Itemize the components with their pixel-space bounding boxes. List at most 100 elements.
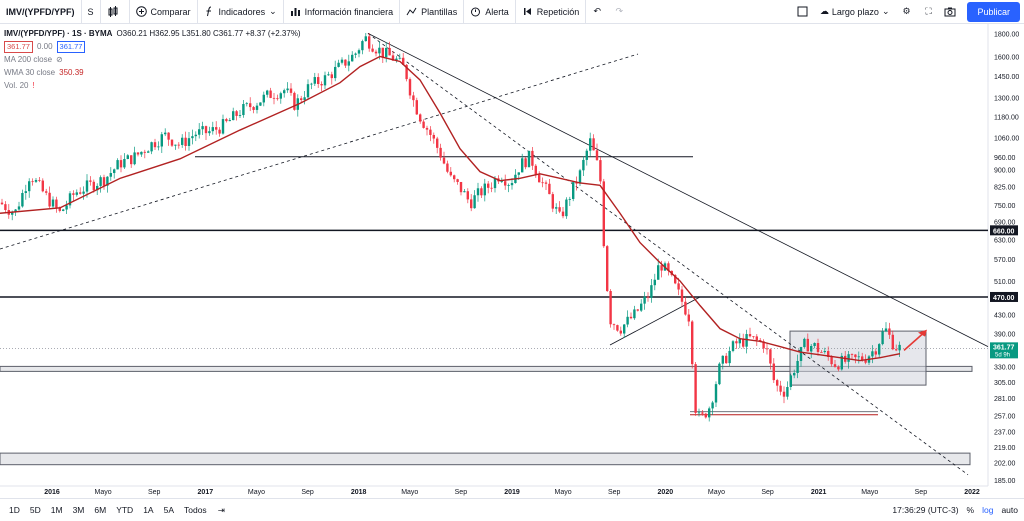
time-tick-label: Sep xyxy=(915,489,928,496)
publish-button[interactable]: Publicar xyxy=(967,1,1020,22)
candle-body xyxy=(310,83,313,85)
range-button-1d[interactable]: 1D xyxy=(9,505,20,515)
candle-body xyxy=(667,263,670,271)
symbol-search[interactable]: IMV/(YPFD/YPF) xyxy=(0,0,82,24)
bottom-right: 17:36:29 (UTC-3) % log auto xyxy=(892,505,1024,515)
top-toolbar: IMV/(YPFD/YPF) S Comparar Indicadores ⌄ … xyxy=(0,0,1024,24)
camera-icon[interactable] xyxy=(939,0,961,24)
candle-body xyxy=(187,138,191,146)
candle-body xyxy=(602,181,605,247)
candle-body xyxy=(840,355,843,370)
candle-body xyxy=(721,355,724,364)
undo-icon[interactable]: ↶ xyxy=(593,6,602,16)
candle-body xyxy=(398,57,401,59)
legend-ma200[interactable]: MA 200 close ⊘ xyxy=(4,55,63,64)
candle-body xyxy=(599,160,602,182)
candle-body xyxy=(79,192,82,194)
time-tick-label: 2018 xyxy=(351,489,367,496)
eye-hidden-icon[interactable]: ⊘ xyxy=(56,55,63,64)
candle-body xyxy=(351,54,354,62)
candle-body xyxy=(816,343,820,352)
log-toggle[interactable]: log xyxy=(982,505,994,515)
candle-body xyxy=(402,57,405,65)
candle-body xyxy=(738,338,741,344)
candle-body xyxy=(361,41,364,51)
fullscreen-icon[interactable]: ⛶ xyxy=(925,6,932,16)
templates-button[interactable]: Plantillas xyxy=(400,0,465,24)
candle-body xyxy=(68,193,72,206)
price-tick-label: 305.00 xyxy=(994,380,1016,387)
time-tick-label: 2017 xyxy=(198,489,214,496)
price-chart[interactable]: 1800.00 1600.00 1450.00 1300.00 1180.00 1060.… xyxy=(0,24,1024,498)
price-tick-label: 960.00 xyxy=(994,155,1016,162)
time-tick-label: Mayo xyxy=(861,489,878,496)
candle-body xyxy=(259,102,262,106)
range-button-5a[interactable]: 5A xyxy=(163,505,174,515)
candle-body xyxy=(313,77,316,84)
auto-toggle[interactable]: auto xyxy=(1001,505,1018,515)
layout-selector[interactable]: ☁ Largo plazo ⌄ xyxy=(819,6,890,17)
candle-body xyxy=(24,191,27,193)
legend-wma30[interactable]: WMA 30 close 350.39 xyxy=(4,68,84,77)
range-button-ytd[interactable]: YTD xyxy=(116,505,134,515)
plus-circle-icon xyxy=(135,6,147,17)
redo-icon[interactable]: ↷ xyxy=(615,6,624,16)
interval-selector[interactable]: S xyxy=(82,0,101,24)
compare-button[interactable]: Comparar xyxy=(130,0,198,24)
candles-icon xyxy=(108,5,118,17)
price-tick-label: 570.00 xyxy=(994,257,1016,264)
candle-body xyxy=(303,97,306,101)
time-tick-label: Sep xyxy=(148,489,161,496)
time-tick-label: Mayo xyxy=(555,489,572,496)
legend-quote-row: 361.77 0.00 361.77 xyxy=(4,40,301,53)
candle-body xyxy=(279,93,282,99)
price-label-bg xyxy=(990,291,1018,302)
candle-body xyxy=(555,207,558,209)
legend-volume[interactable]: Vol. 20 ! xyxy=(4,81,35,90)
candle-body xyxy=(476,188,480,196)
financials-button[interactable]: Información financiera xyxy=(284,0,401,24)
range-button-todos[interactable]: Todos xyxy=(184,505,207,515)
select-layout-icon[interactable] xyxy=(792,0,814,24)
replay-button[interactable]: Repetición xyxy=(516,0,587,24)
candle-body xyxy=(364,36,367,42)
alert-button[interactable]: Alerta xyxy=(464,0,516,24)
candle-body xyxy=(11,212,14,215)
ask-badge[interactable]: 361.77 xyxy=(56,40,86,53)
candle-body xyxy=(439,147,442,158)
candle-body xyxy=(58,207,61,211)
bid-badge[interactable]: 361.77 xyxy=(4,40,33,53)
price-tick-label: 1060.00 xyxy=(994,135,1019,142)
candle-body xyxy=(395,58,398,61)
candle-body xyxy=(255,105,259,110)
range-button-1m[interactable]: 1M xyxy=(50,505,63,515)
candle-body xyxy=(123,158,126,168)
candle-body xyxy=(742,338,745,347)
candle-body xyxy=(891,334,894,350)
chart-type-button[interactable] xyxy=(101,0,130,24)
settings-icon[interactable]: ⚙ xyxy=(902,6,911,16)
range-button-3m[interactable]: 3M xyxy=(72,505,85,515)
candle-body xyxy=(470,199,473,209)
candle-body xyxy=(786,386,789,397)
candle-body xyxy=(109,173,112,177)
indicators-button[interactable]: Indicadores ⌄ xyxy=(198,0,284,24)
range-button-6m[interactable]: 6M xyxy=(94,505,107,515)
candle-body xyxy=(368,36,371,49)
candle-body xyxy=(793,372,796,376)
clock-time[interactable]: 17:36:29 (UTC-3) xyxy=(892,505,959,515)
candle-body xyxy=(62,209,65,211)
candle-body xyxy=(153,142,157,148)
candle-body xyxy=(306,84,310,98)
candle-body xyxy=(619,330,622,334)
red-arrow-head xyxy=(918,329,927,337)
calendar-range-icon[interactable]: ⇥ xyxy=(217,504,225,515)
range-button-5d[interactable]: 5D xyxy=(29,505,41,515)
candle-body xyxy=(174,144,177,146)
wma30-line xyxy=(0,55,901,362)
percent-toggle[interactable]: % xyxy=(966,505,975,515)
range-button-1a[interactable]: 1A xyxy=(143,505,154,515)
candle-body xyxy=(378,47,381,54)
candle-body xyxy=(432,134,435,139)
candle-body xyxy=(184,137,187,146)
